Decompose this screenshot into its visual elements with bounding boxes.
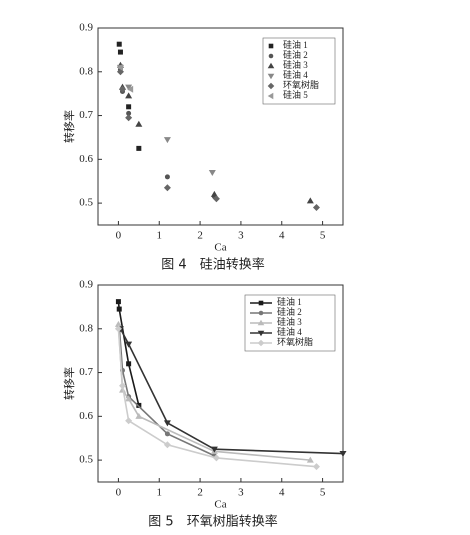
y-tick-label: 0.6 [79,153,93,165]
plot-frame [97,27,344,226]
data-point [339,451,347,458]
x-tick-label: 5 [320,487,326,499]
data-point [127,85,134,93]
data-point [125,114,133,122]
data-point [116,63,123,71]
data-point [119,85,126,93]
data-point [115,299,121,305]
x-tick-label: 5 [320,230,326,242]
y-axis-label: 转移率 [62,110,76,143]
y-tick-label: 0.6 [79,410,93,422]
data-point [306,456,314,463]
y-tick-label: 0.9 [79,279,93,291]
legend-box [262,37,336,105]
data-point [136,145,142,151]
plot-frame [97,284,344,483]
legend-marker [257,330,265,337]
legend-marker [257,339,265,347]
data-point [212,454,220,462]
data-point [116,41,122,47]
legend-marker [267,82,275,90]
legend-marker [267,62,275,69]
data-point [163,137,171,144]
y-axis-label: 转移率 [62,367,76,400]
data-point [212,195,220,203]
data-point [163,441,171,449]
x-tick-label: 1 [157,487,163,499]
legend-label: 硅油 2 [283,49,308,60]
x-axis-label: Ca [214,499,226,511]
legend-marker [267,73,275,80]
caption: 图 5 环氧树脂转换率 [148,514,277,530]
x-tick-label: 3 [238,230,244,242]
y-tick-label: 0.8 [79,322,93,334]
data-point [306,197,314,204]
x-tick-label: 3 [238,487,244,499]
data-point [210,446,218,453]
y-tick-label: 0.9 [79,22,93,34]
legend-marker [257,319,265,326]
legend-marker [258,300,264,306]
legend-label: 硅油 5 [283,89,308,100]
data-point [125,395,133,402]
data-point [114,325,122,333]
legend-marker [267,92,274,100]
x-tick-label: 4 [279,487,285,499]
legend-marker [268,53,274,59]
data-point [312,203,320,211]
legend-label: 环氧树脂 [283,79,319,90]
data-point [210,190,218,197]
data-point [114,320,122,327]
data-point [135,120,143,127]
data-point [164,174,170,180]
series-line [117,328,317,468]
x-tick-label: 2 [197,487,203,499]
legend-label: 环氧树脂 [277,336,313,347]
x-tick-label: 1 [157,230,163,242]
data-point [135,412,143,419]
y-tick-label: 0.7 [79,109,93,121]
legend-label: 硅油 4 [277,326,302,337]
x-tick-label: 0 [116,487,122,499]
data-point [125,84,133,91]
data-point [126,104,132,110]
legend-marker [258,310,264,316]
data-point [208,169,216,176]
data-point [312,463,320,471]
data-point [119,382,126,390]
data-point [125,417,133,425]
legend-label: 硅油 3 [283,59,308,70]
data-point [125,92,133,99]
x-tick-label: 0 [116,230,122,242]
legend-label: 硅油 2 [277,306,302,317]
data-point [126,110,132,116]
data-point [163,184,171,192]
caption: 图 4 硅油转换率 [161,257,264,273]
y-tick-label: 0.8 [79,65,93,77]
x-axis-label: Ca [214,242,226,254]
legend-label: 硅油 1 [277,296,302,307]
data-point [116,306,122,312]
y-tick-label: 0.5 [79,454,93,466]
x-tick-label: 4 [279,230,285,242]
data-point [126,361,132,367]
legend-marker [268,43,274,49]
legend-label: 硅油 1 [283,39,308,50]
y-tick-label: 0.7 [79,366,93,378]
series-line [118,326,215,457]
legend-label: 硅油 4 [283,69,308,80]
data-point [117,49,123,55]
data-point [164,431,170,437]
x-tick-label: 2 [197,230,203,242]
y-tick-label: 0.5 [79,197,93,209]
legend-label: 硅油 3 [277,316,302,327]
data-point [125,341,133,348]
data-point [163,420,171,427]
